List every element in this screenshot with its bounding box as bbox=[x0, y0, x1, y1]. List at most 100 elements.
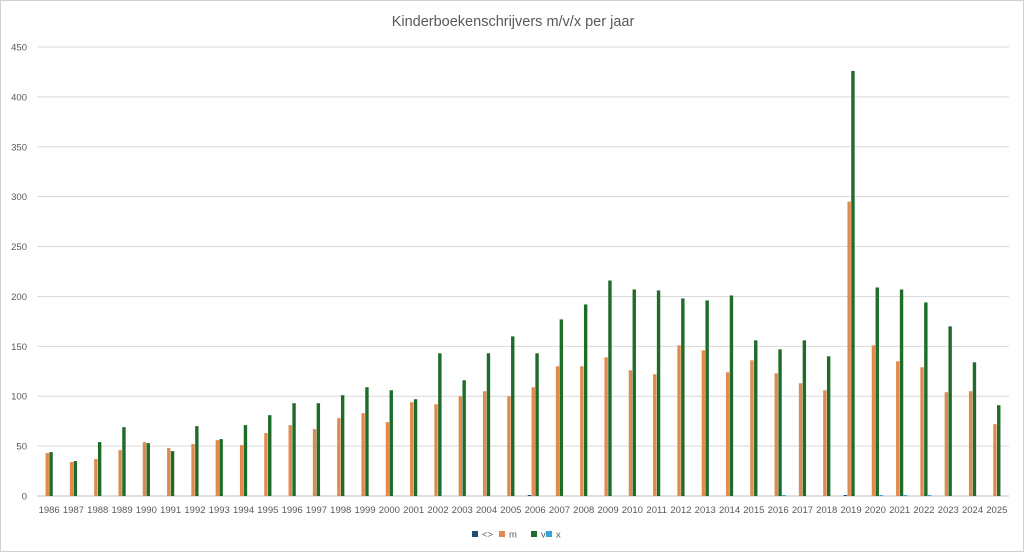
bar-m-2016 bbox=[774, 373, 778, 496]
bar-m-1986 bbox=[45, 453, 49, 496]
bar-v-2024 bbox=[972, 362, 977, 496]
bar-unknownunknown-2019 bbox=[843, 495, 848, 496]
bar-v-2025 bbox=[997, 405, 1001, 496]
y-tick-label: 250 bbox=[11, 242, 27, 253]
bar-v-2005 bbox=[511, 336, 515, 496]
bar-v-2008 bbox=[583, 304, 588, 496]
bar-v-1993 bbox=[219, 439, 223, 496]
x-tick-label: 2020 bbox=[865, 505, 886, 516]
x-tick-label: 2002 bbox=[427, 505, 448, 516]
bar-v-1992 bbox=[195, 426, 199, 496]
bar-v-1988 bbox=[97, 442, 102, 496]
bar-m-2025 bbox=[993, 424, 997, 496]
x-tick-label: 2017 bbox=[792, 505, 813, 516]
bar-m-2018 bbox=[823, 390, 827, 496]
bar-v-1998 bbox=[340, 395, 345, 496]
bar-m-2015 bbox=[750, 360, 754, 496]
bar-m-1989 bbox=[118, 450, 122, 496]
y-tick-label: 0 bbox=[22, 492, 27, 503]
bar-m-1990 bbox=[142, 442, 147, 496]
bar-m-2019 bbox=[847, 201, 851, 496]
y-tick-label: 150 bbox=[11, 342, 27, 353]
bar-v-1989 bbox=[122, 427, 126, 496]
x-tick-label: 1992 bbox=[184, 505, 205, 516]
bar-m-2008 bbox=[580, 366, 584, 496]
y-tick-label: 100 bbox=[11, 392, 27, 403]
x-axis-ticks: 1986 1987 1988 1989 1990 1991 1992 1993 1994 1995… bbox=[39, 505, 1008, 516]
bar-v-1987 bbox=[73, 461, 78, 496]
bar-m-1993 bbox=[215, 440, 220, 496]
bar-m-2023 bbox=[944, 392, 949, 496]
bar-v-1996 bbox=[292, 403, 296, 496]
bar-m-1994 bbox=[239, 445, 244, 496]
bar-m-2006 bbox=[531, 387, 535, 496]
bar-v-2020 bbox=[875, 287, 879, 496]
y-tick-label: 50 bbox=[16, 442, 27, 453]
x-tick-label: 1988 bbox=[87, 505, 108, 516]
x-tick-label: 2018 bbox=[816, 505, 837, 516]
bar-x-2022 bbox=[927, 495, 932, 496]
bar-v-1991 bbox=[170, 451, 175, 496]
bar-m-1998 bbox=[337, 418, 341, 496]
bar-m-2002 bbox=[434, 404, 438, 496]
x-tick-label: 2010 bbox=[622, 505, 643, 516]
legend-swatch bbox=[531, 531, 537, 537]
bar-m-2011 bbox=[653, 374, 657, 496]
bar-x-2021 bbox=[903, 495, 908, 496]
bar-v-1999 bbox=[365, 387, 369, 496]
x-tick-label: 1997 bbox=[306, 505, 327, 516]
bar-m-2000 bbox=[385, 422, 390, 496]
x-tick-label: 1995 bbox=[257, 505, 278, 516]
bar-v-1994 bbox=[243, 425, 248, 496]
bar-m-2001 bbox=[410, 402, 414, 496]
bar-m-1999 bbox=[361, 413, 365, 496]
y-tick-label: 200 bbox=[11, 292, 27, 303]
x-tick-label: 2006 bbox=[525, 505, 546, 516]
bar-v-2017 bbox=[802, 340, 807, 496]
x-tick-label: 2009 bbox=[597, 505, 618, 516]
legend-swatch bbox=[546, 531, 552, 537]
x-tick-label: 2008 bbox=[573, 505, 594, 516]
x-tick-label: 2011 bbox=[646, 505, 666, 516]
legend-label: <> bbox=[482, 530, 494, 541]
bar-v-1990 bbox=[146, 443, 150, 496]
bar-v-2018 bbox=[826, 356, 831, 496]
x-tick-label: 2024 bbox=[962, 505, 983, 516]
bar-v-2004 bbox=[486, 353, 491, 496]
bar-m-2020 bbox=[871, 345, 876, 496]
x-tick-label: 2001 bbox=[403, 505, 424, 516]
bar-v-2021 bbox=[899, 289, 904, 496]
y-tick-label: 400 bbox=[11, 92, 27, 103]
x-tick-label: 1993 bbox=[209, 505, 230, 516]
bar-v-2013 bbox=[705, 300, 709, 496]
x-tick-label: 2007 bbox=[549, 505, 570, 516]
x-tick-label: 1991 bbox=[160, 505, 181, 516]
bar-unknownunknown-2006 bbox=[527, 495, 532, 496]
bar-v-2003 bbox=[462, 380, 466, 496]
x-tick-label: 1987 bbox=[63, 505, 84, 516]
x-tick-label: 1999 bbox=[354, 505, 375, 516]
x-tick-label: 2019 bbox=[840, 505, 861, 516]
legend-swatch bbox=[472, 531, 478, 537]
bar-v-2012 bbox=[681, 298, 685, 496]
bar-v-1986 bbox=[49, 452, 53, 496]
y-tick-label: 300 bbox=[11, 192, 27, 203]
bar-v-2011 bbox=[656, 290, 661, 496]
bar-v-1997 bbox=[316, 403, 321, 496]
y-tick-label: 450 bbox=[11, 43, 27, 54]
bar-m-1997 bbox=[312, 429, 317, 496]
y-axis-ticks: 0 50 100 150 200 250 300 350 400 450 bbox=[11, 43, 27, 503]
x-tick-label: 2012 bbox=[670, 505, 691, 516]
bar-v-2002 bbox=[438, 353, 442, 496]
bar-v-2007 bbox=[559, 319, 564, 496]
bar-m-2012 bbox=[677, 345, 681, 496]
bar-m-2024 bbox=[968, 391, 973, 496]
x-tick-label: 2005 bbox=[500, 505, 521, 516]
x-tick-label: 2014 bbox=[719, 505, 740, 516]
bar-m-2014 bbox=[725, 372, 730, 496]
bar-v-2014 bbox=[729, 295, 734, 496]
bar-v-2023 bbox=[948, 326, 952, 496]
bar-m-2003 bbox=[458, 396, 463, 496]
bar-m-2022 bbox=[920, 367, 924, 496]
